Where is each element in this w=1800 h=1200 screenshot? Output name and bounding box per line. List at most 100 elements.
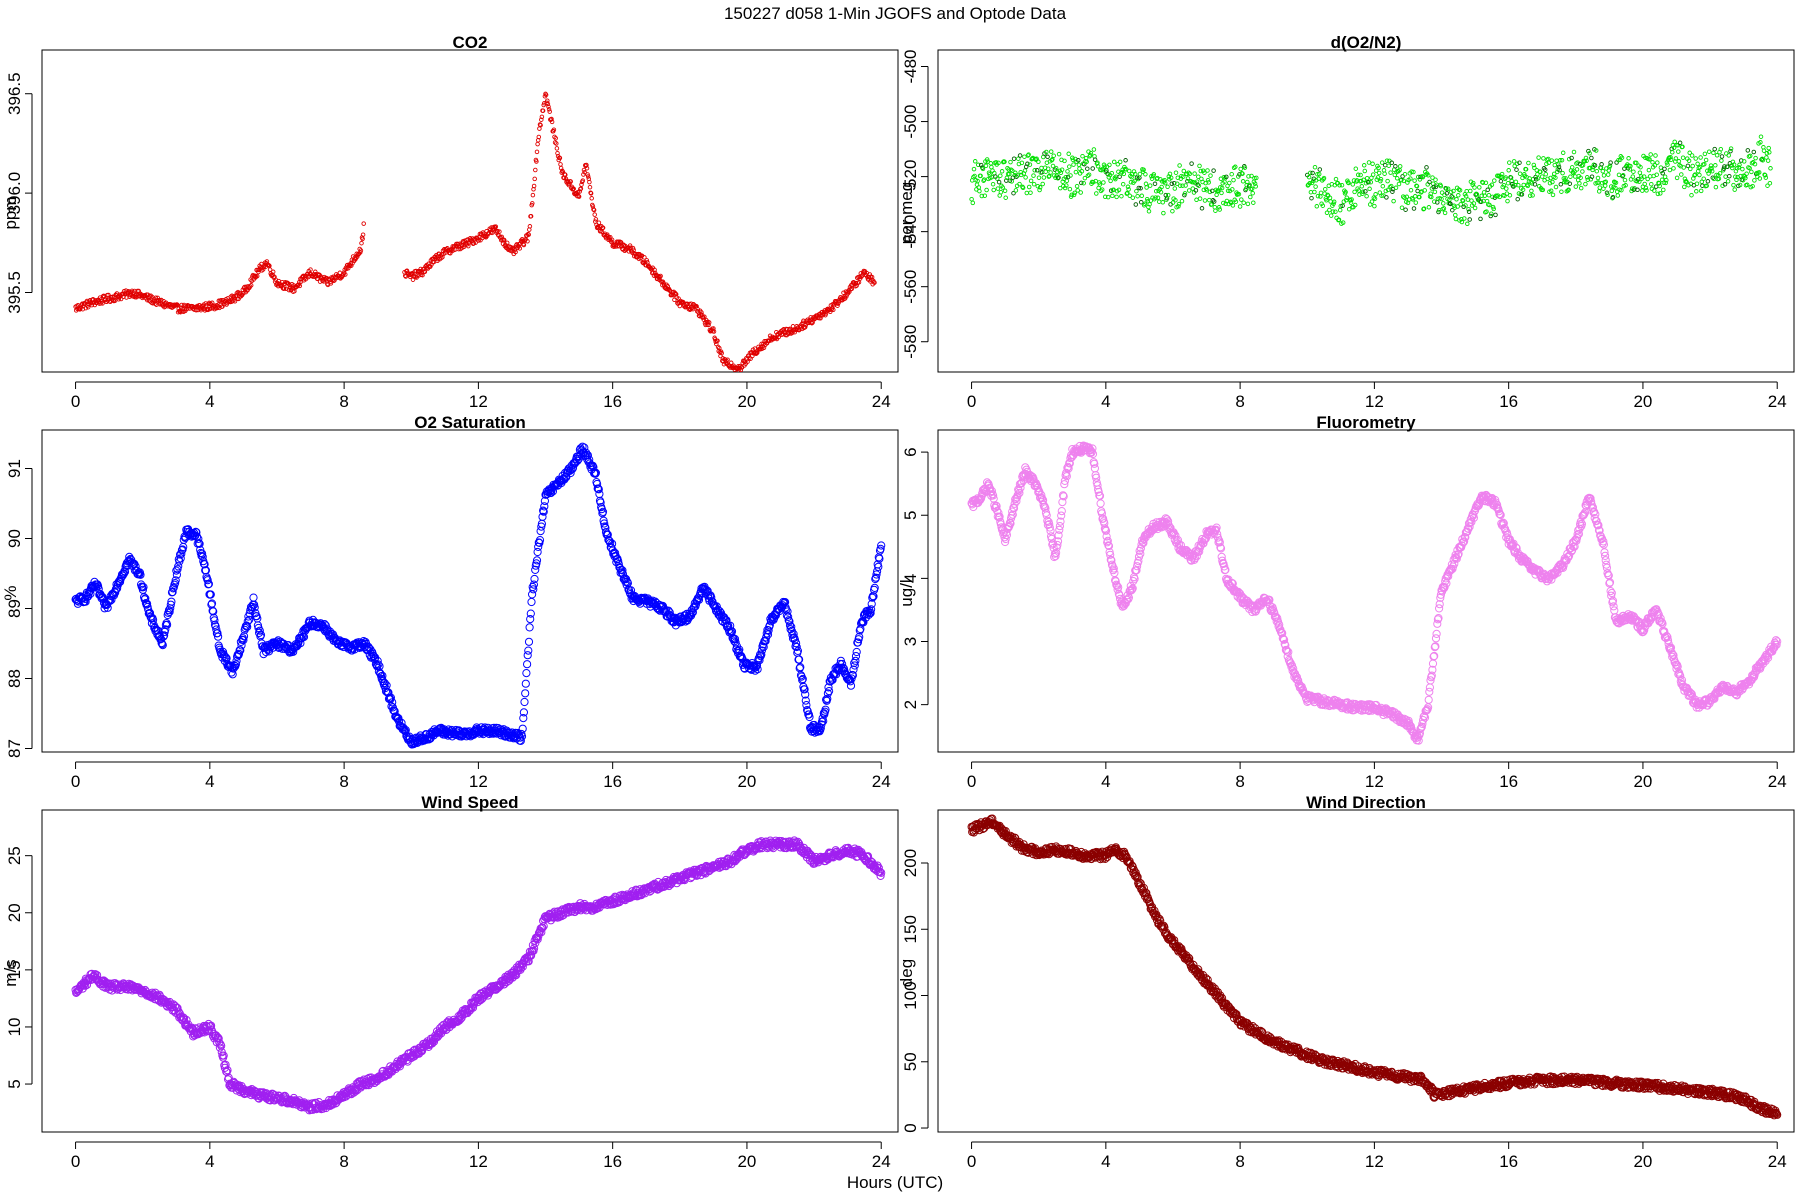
data-point-o2sat	[790, 635, 800, 644]
data-point-o2sat	[525, 623, 534, 632]
data-point-do2n2	[1344, 195, 1350, 200]
data-point-do2n2	[1703, 157, 1709, 163]
data-point-do2n2	[1045, 166, 1051, 171]
data-point-do2n2	[1548, 188, 1554, 194]
data-point-do2n2	[1653, 153, 1658, 158]
data-point-do2n2	[981, 177, 987, 182]
data-point-o2sat	[784, 612, 793, 622]
data-point-fluor	[1087, 447, 1096, 456]
data-point-do2n2	[1192, 171, 1197, 176]
data-point-o2sat	[867, 599, 876, 609]
y-tick-label-fluor: 3	[901, 637, 920, 646]
data-point-do2n2	[1709, 166, 1714, 171]
data-point-do2n2	[1363, 189, 1368, 194]
data-point-do2n2	[1027, 162, 1033, 167]
data-point-do2n2	[1091, 147, 1097, 152]
data-point-do2n2	[1316, 171, 1322, 177]
data-point-co2	[301, 273, 306, 279]
data-point-do2n2	[1404, 194, 1410, 200]
data-point-do2n2	[1489, 182, 1495, 188]
data-point-do2n2	[1362, 168, 1368, 174]
data-point-do2n2	[1725, 179, 1731, 184]
data-point-fluor	[1295, 680, 1304, 689]
data-point-co2	[802, 324, 808, 330]
data-point-do2n2	[1686, 158, 1692, 164]
data-point-o2sat	[194, 534, 203, 544]
data-point-co2	[576, 194, 582, 199]
data-point-co2	[585, 174, 591, 179]
data-point-fluor	[1425, 687, 1434, 696]
data-point-do2n2	[1583, 155, 1589, 161]
data-point-do2n2	[1478, 199, 1484, 205]
data-point-do2n2	[1731, 162, 1737, 167]
data-point-do2n2	[1706, 149, 1712, 154]
data-point-o2sat	[876, 544, 885, 554]
data-point-do2n2	[1685, 163, 1691, 169]
data-point-o2sat	[864, 610, 873, 620]
data-point-o2sat	[874, 562, 883, 572]
data-point-fluor	[1062, 472, 1071, 481]
data-point-o2sat	[823, 689, 833, 698]
data-point-o2sat	[785, 617, 794, 626]
data-point-co2	[287, 282, 292, 288]
x-tick-label-do2n2: 24	[1768, 392, 1787, 411]
data-point-do2n2	[1059, 167, 1065, 172]
data-point-do2n2	[1170, 208, 1175, 214]
data-point-co2	[361, 221, 366, 226]
data-point-do2n2	[996, 160, 1001, 166]
data-point-co2	[745, 359, 750, 364]
data-point-o2sat	[143, 599, 152, 608]
data-point-do2n2	[1485, 187, 1490, 193]
data-point-do2n2	[1662, 166, 1667, 172]
data-point-fluor	[1215, 538, 1224, 547]
data-point-do2n2	[1143, 172, 1148, 177]
data-point-co2	[581, 172, 586, 177]
data-point-co2	[531, 183, 537, 189]
data-point-do2n2	[1740, 178, 1746, 183]
data-point-fluor	[1597, 535, 1606, 544]
data-point-co2	[535, 141, 540, 147]
data-point-co2	[501, 237, 507, 243]
data-point-co2	[584, 165, 590, 171]
data-point-o2sat	[823, 694, 832, 703]
data-point-do2n2	[1460, 197, 1465, 203]
data-point-do2n2	[1086, 172, 1092, 177]
data-point-co2	[403, 274, 409, 279]
data-point-fluor	[1452, 554, 1461, 563]
data-point-do2n2	[1315, 172, 1320, 177]
x-tick-label-o2sat: 0	[71, 772, 80, 791]
data-point-do2n2	[1484, 209, 1489, 214]
data-point-do2n2	[1156, 199, 1162, 204]
data-point-fluor	[1289, 664, 1298, 673]
data-point-do2n2	[1217, 207, 1222, 212]
data-point-do2n2	[1566, 156, 1572, 162]
data-point-fluor	[1199, 539, 1208, 548]
data-point-o2sat	[869, 592, 878, 601]
data-point-o2sat	[789, 629, 798, 639]
data-point-o2sat	[848, 671, 858, 680]
data-point-do2n2	[1183, 183, 1188, 188]
data-point-do2n2	[1197, 163, 1202, 169]
data-point-co2	[549, 116, 554, 122]
data-point-co2	[493, 224, 499, 229]
main-title: 150227 d058 1-Min JGOFS and Optode Data	[724, 4, 1067, 23]
data-point-o2sat	[519, 708, 529, 717]
data-point-co2	[533, 167, 538, 173]
data-point-fluor	[1045, 523, 1054, 532]
data-point-do2n2	[1125, 184, 1131, 190]
data-point-do2n2	[1523, 167, 1529, 172]
data-point-do2n2	[1111, 187, 1116, 193]
data-point-o2sat	[230, 661, 239, 670]
data-point-do2n2	[1747, 153, 1753, 159]
data-point-do2n2	[1196, 174, 1201, 179]
data-point-do2n2	[1359, 184, 1365, 189]
data-point-do2n2	[1692, 172, 1698, 177]
data-point-do2n2	[1144, 185, 1149, 190]
data-point-co2	[549, 119, 555, 125]
data-point-do2n2	[1764, 151, 1770, 156]
data-point-o2sat	[801, 690, 810, 699]
data-point-do2n2	[1634, 160, 1639, 166]
data-point-fluor	[1062, 468, 1071, 477]
data-point-do2n2	[1075, 188, 1080, 193]
data-point-do2n2	[1368, 179, 1374, 185]
